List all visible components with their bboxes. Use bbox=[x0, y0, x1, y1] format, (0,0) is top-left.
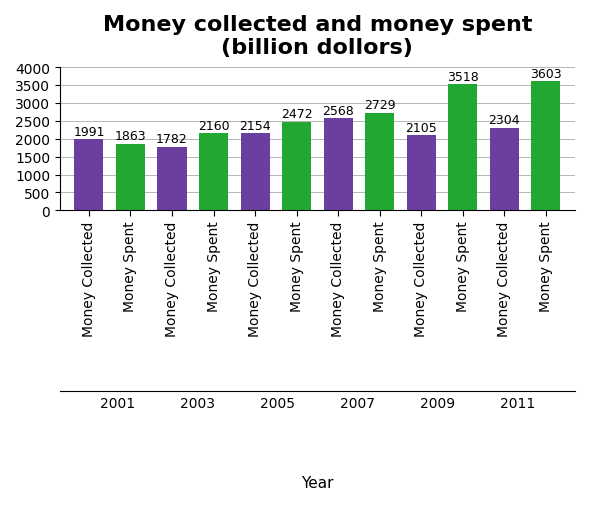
Text: 2105: 2105 bbox=[405, 121, 437, 134]
Bar bbox=[158, 147, 186, 211]
Bar bbox=[407, 136, 436, 211]
Bar bbox=[199, 134, 228, 211]
Bar bbox=[490, 129, 519, 211]
Bar bbox=[116, 144, 145, 211]
Bar bbox=[282, 123, 311, 211]
Text: 3603: 3603 bbox=[530, 68, 562, 81]
Text: 2472: 2472 bbox=[281, 108, 313, 121]
Bar bbox=[448, 85, 477, 211]
Text: 1782: 1782 bbox=[156, 133, 188, 146]
Text: 3518: 3518 bbox=[447, 71, 478, 84]
Bar bbox=[365, 114, 394, 211]
Text: 2154: 2154 bbox=[240, 120, 271, 132]
Text: 2160: 2160 bbox=[198, 119, 230, 132]
Text: 1863: 1863 bbox=[114, 130, 146, 143]
Text: 2304: 2304 bbox=[489, 114, 520, 127]
Bar bbox=[532, 82, 560, 211]
Title: Money collected and money spent
(billion dollors): Money collected and money spent (billion… bbox=[103, 15, 532, 58]
Text: 2568: 2568 bbox=[322, 105, 354, 118]
Bar bbox=[324, 119, 353, 211]
Text: 2729: 2729 bbox=[364, 99, 395, 112]
Bar bbox=[241, 134, 270, 211]
Bar bbox=[74, 140, 103, 211]
Text: 1991: 1991 bbox=[73, 125, 104, 138]
X-axis label: Year: Year bbox=[301, 475, 334, 490]
